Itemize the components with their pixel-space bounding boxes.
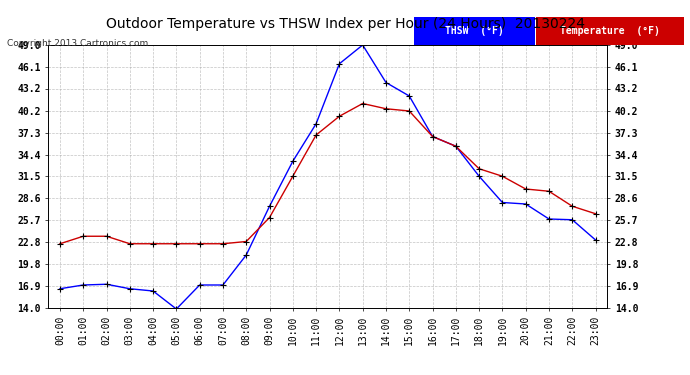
Text: Temperature  (°F): Temperature (°F) [560, 26, 660, 36]
Text: Copyright 2013 Cartronics.com: Copyright 2013 Cartronics.com [7, 39, 148, 48]
Text: THSW  (°F): THSW (°F) [445, 26, 504, 36]
Text: Outdoor Temperature vs THSW Index per Hour (24 Hours)  20130224: Outdoor Temperature vs THSW Index per Ho… [106, 17, 584, 31]
